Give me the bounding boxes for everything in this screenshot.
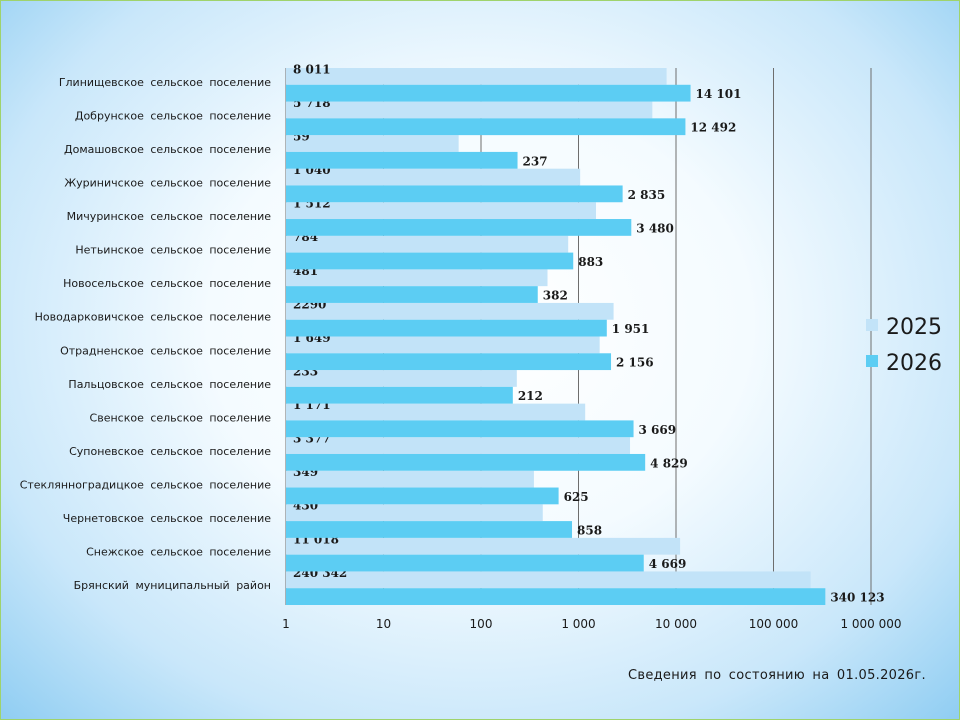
legend-label-2025: 2025 <box>886 315 942 340</box>
category-label: Журиничское сельское поселение <box>64 176 271 189</box>
tick-label: 1 000 <box>561 617 595 631</box>
category-label: Добрунское сельское поселение <box>75 109 271 122</box>
bar-2026 <box>286 487 559 505</box>
category-label: Новосельское сельское поселение <box>63 277 271 290</box>
data-label-2026: 14 101 <box>696 87 742 101</box>
data-label-2026: 4 829 <box>650 456 688 470</box>
bar-2025 <box>286 269 548 287</box>
category-label: Новодарковичское сельское поселение <box>35 311 272 324</box>
tick-label: 1 <box>282 617 290 631</box>
bar-2026 <box>286 319 607 337</box>
category-label: Брянский муниципальный район <box>74 579 271 592</box>
bar-2025 <box>286 470 534 488</box>
bar-2025 <box>286 437 631 454</box>
tick-label: 10 000 <box>655 617 697 631</box>
bar-2025 <box>286 302 614 320</box>
data-label-2026: 625 <box>564 490 589 504</box>
data-label-2026: 3 480 <box>636 221 674 235</box>
data-label-2026: 1 951 <box>612 322 650 336</box>
data-label-2026: 237 <box>523 154 548 168</box>
bar-2025 <box>286 336 600 354</box>
data-label-2026: 3 669 <box>639 423 677 437</box>
bar-2026 <box>286 521 573 538</box>
tick-label: 10 <box>376 617 391 631</box>
tick-label: 100 <box>470 617 493 631</box>
bar-2026 <box>286 286 538 303</box>
footnote: Сведения по состоянию на 01.05.2026г. <box>628 668 926 683</box>
bar-2025 <box>286 101 653 119</box>
bar-2026 <box>286 588 826 605</box>
data-label-2026: 858 <box>577 523 602 537</box>
bar-2025 <box>286 235 569 253</box>
data-label-2026: 883 <box>578 255 603 269</box>
category-label: Мичуринское сельское поселение <box>67 210 272 223</box>
bar-2025 <box>286 537 681 555</box>
x-axis-ticks: 1 10 100 1 000 10 000 100 000 1 000 000 <box>282 617 901 631</box>
data-label-2026: 340 123 <box>830 591 884 605</box>
legend-label-2026: 2026 <box>886 351 942 376</box>
bar-2026 <box>286 185 623 203</box>
category-label: Снежское сельское поселение <box>86 546 271 559</box>
bar-2026 <box>286 420 634 438</box>
bar-2025 <box>286 168 581 186</box>
category-label: Домашовское сельское поселение <box>64 143 271 156</box>
category-label: Супоневское сельское поселение <box>69 445 271 458</box>
category-label: Пальцовское сельское поселение <box>68 378 271 391</box>
category-label: Чернетовское сельское поселение <box>63 512 271 525</box>
category-label: Нетьинское сельское поселение <box>75 244 271 257</box>
data-label-2026: 2 156 <box>616 356 654 370</box>
bar-2025 <box>286 571 811 589</box>
bar-2026 <box>286 219 632 236</box>
category-label: Стеклянноградицкое сельское поселение <box>20 479 272 492</box>
data-label-2026: 12 492 <box>690 121 736 135</box>
legend-swatch-2026 <box>866 355 878 367</box>
bar-2026 <box>286 118 686 136</box>
bar-2026 <box>286 252 574 270</box>
data-label-2026: 4 669 <box>649 557 687 571</box>
bar-2026 <box>286 386 513 404</box>
data-label-2025: 8 011 <box>293 62 331 76</box>
bar-2026 <box>286 353 612 371</box>
category-label: Отрадненское сельское поселение <box>60 344 271 357</box>
bar-2025 <box>286 403 586 421</box>
bar-2026 <box>286 151 518 169</box>
bar-2025 <box>286 68 667 85</box>
bar-2026 <box>286 554 644 572</box>
bar-2026 <box>286 84 691 102</box>
legend-swatch-2025 <box>866 319 878 331</box>
bar-2025 <box>286 202 597 220</box>
tick-label: 100 000 <box>749 617 799 631</box>
category-label: Свенское сельское поселение <box>90 411 272 424</box>
bar-2025 <box>286 370 517 387</box>
category-label: Глинищевское сельское поселение <box>59 76 271 89</box>
bar-2025 <box>286 135 459 152</box>
category-labels: Глинищевское сельское поселение Добрунско… <box>20 76 272 592</box>
legend: 2025 2026 <box>866 315 942 376</box>
data-label-2026: 382 <box>543 289 568 303</box>
tick-label: 1 000 000 <box>840 617 901 631</box>
data-label-2026: 2 835 <box>628 188 666 202</box>
bar-2025 <box>286 504 543 522</box>
data-label-2026: 212 <box>518 389 543 403</box>
bar-2026 <box>286 453 646 471</box>
